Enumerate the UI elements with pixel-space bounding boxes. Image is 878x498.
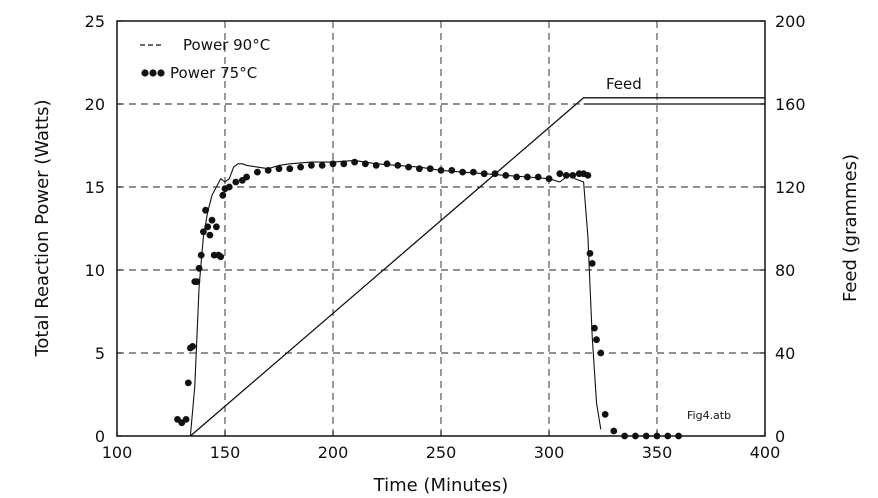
data-point-power-75 [193, 278, 201, 285]
data-point-power-75 [225, 183, 233, 191]
data-point-power-75 [275, 165, 283, 173]
legend-dot-marker [141, 69, 149, 77]
series-layer [174, 97, 765, 440]
data-point-power-75 [586, 250, 594, 257]
data-point-power-75 [340, 160, 348, 168]
y-left-tick-label: 15 [85, 178, 105, 197]
y-left-tick-label: 0 [95, 427, 105, 446]
data-point-power-75 [588, 260, 596, 267]
data-point-power-75 [675, 432, 682, 440]
data-point-power-75 [534, 173, 542, 181]
data-point-power-75 [597, 349, 605, 357]
data-point-power-75 [591, 324, 598, 332]
feed-annotation: Feed [606, 75, 642, 93]
file-annotation: Fig4.atb [687, 409, 731, 422]
data-point-power-75 [593, 336, 600, 344]
y-axis-left-title: Total Reaction Power (Watts) [32, 99, 53, 357]
data-point-power-75 [437, 167, 445, 174]
data-point-power-75 [195, 264, 203, 272]
ticks: 100 150 200 250 300 350 4000510152025040801201… [85, 12, 806, 462]
data-point-power-75 [297, 163, 304, 171]
data-point-power-75 [197, 251, 205, 259]
data-point-power-75 [642, 432, 650, 440]
x-tick-label: 300 [534, 443, 565, 462]
x-tick-label: 250 [426, 443, 457, 462]
data-point-power-75 [351, 158, 358, 166]
data-point-power-75 [208, 216, 216, 224]
data-point-power-75 [213, 223, 220, 231]
y-left-tick-label: 25 [85, 12, 105, 31]
y-axis-right-title: Feed (grammes) [840, 154, 861, 302]
x-tick-label: 350 [642, 443, 673, 462]
legend-label-90: Power 90°C [183, 36, 270, 54]
y-right-tick-label: 80 [775, 261, 795, 280]
data-point-power-75 [653, 432, 661, 440]
data-point-power-75 [264, 167, 272, 174]
data-point-power-75 [318, 162, 326, 169]
data-point-power-75 [308, 162, 315, 169]
data-point-power-75 [459, 168, 466, 176]
y-left-tick-label: 10 [85, 261, 105, 280]
y-right-tick-label: 160 [775, 95, 806, 114]
data-point-power-75 [286, 165, 294, 173]
legend-label-75: Power 75°C [170, 64, 257, 82]
data-point-power-75 [254, 168, 261, 176]
data-point-power-75 [664, 432, 672, 440]
data-point-power-75 [189, 343, 197, 350]
y-right-tick-label: 200 [775, 12, 806, 31]
x-tick-label: 100 [102, 443, 133, 462]
data-point-power-75 [569, 172, 577, 179]
legend: Power 90°C Power 75°C [140, 36, 270, 82]
data-point-power-75 [448, 167, 456, 174]
y-right-tick-label: 0 [775, 427, 785, 446]
data-point-power-75 [556, 170, 564, 178]
x-axis-title: Time (Minutes) [373, 475, 509, 496]
data-point-power-75 [632, 432, 639, 440]
data-point-power-75 [524, 173, 531, 181]
data-point-power-75 [182, 416, 190, 423]
y-left-tick-label: 20 [85, 95, 105, 114]
power-90-line [189, 159, 602, 437]
data-point-power-75 [202, 206, 210, 214]
data-point-power-75 [513, 173, 520, 181]
data-point-power-75 [621, 432, 628, 440]
x-tick-label: 200 [318, 443, 349, 462]
data-point-power-75 [329, 160, 337, 168]
data-point-power-75 [362, 160, 369, 168]
data-point-power-75 [204, 223, 212, 231]
data-point-power-75 [470, 168, 477, 176]
y-right-tick-label: 120 [775, 178, 806, 197]
y-right-tick-label: 40 [775, 344, 795, 363]
legend-dot-marker [157, 69, 165, 77]
data-point-power-75 [372, 162, 380, 169]
data-point-power-75 [405, 163, 412, 171]
data-point-power-75 [243, 173, 251, 181]
y-left-tick-label: 5 [95, 344, 105, 363]
data-point-power-75 [562, 172, 570, 179]
data-point-power-75 [601, 411, 609, 418]
data-point-power-75 [545, 175, 553, 183]
data-point-power-75 [232, 178, 240, 186]
data-point-power-75 [217, 253, 225, 261]
legend-dot-marker [149, 69, 157, 77]
data-point-power-75 [394, 162, 402, 169]
data-point-power-75 [219, 191, 227, 199]
data-point-power-75 [200, 228, 207, 236]
feed-line [189, 97, 765, 437]
x-tick-label: 150 [210, 443, 241, 462]
x-tick-label: 400 [750, 443, 781, 462]
data-point-power-75 [610, 427, 618, 435]
data-point-power-75 [480, 170, 488, 178]
data-point-power-75 [502, 172, 510, 179]
data-point-power-75 [383, 160, 391, 168]
data-point-power-75 [206, 231, 214, 239]
data-point-power-75 [184, 379, 192, 387]
data-point-power-75 [416, 165, 423, 173]
data-point-power-75 [584, 172, 592, 179]
data-point-power-75 [426, 165, 434, 173]
